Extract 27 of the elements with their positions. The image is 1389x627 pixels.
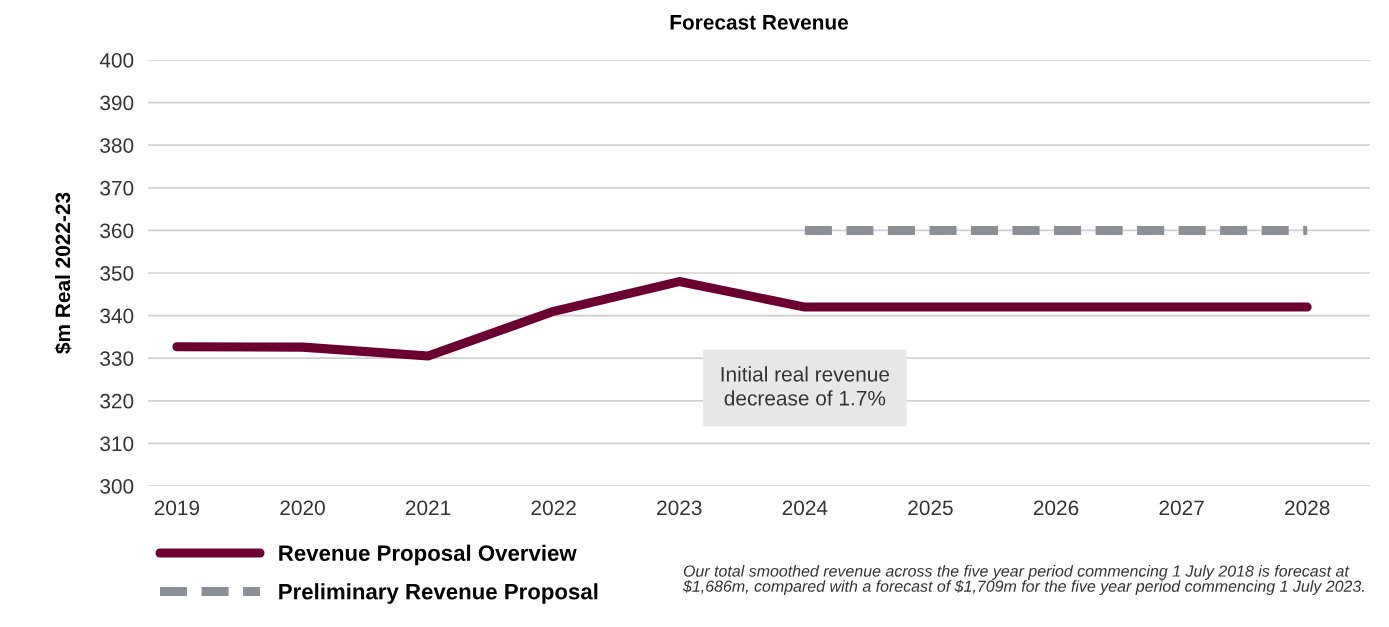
x-tick-label: 2026	[1033, 500, 1079, 516]
y-tick-label: 390	[100, 95, 134, 111]
x-tick-label: 2019	[154, 500, 200, 516]
x-tick-label: 2023	[657, 500, 702, 516]
y-tick-label: 300	[100, 479, 134, 494]
x-tick-label: 2021	[405, 500, 451, 516]
y-tick-label: 340	[100, 308, 134, 324]
legend-label: Preliminary Revenue Proposal	[279, 583, 598, 604]
y-tick-label: 330	[100, 351, 134, 366]
x-tick-label: 2022	[531, 500, 576, 516]
x-tick-label: 2028	[1285, 500, 1330, 516]
y-tick-label: 310	[100, 436, 134, 452]
y-tick-label: 400	[99, 53, 134, 68]
annotation: Initial real revenue decrease of 1.7%	[721, 366, 890, 406]
y-axis-title: $m Real 2022-23	[54, 192, 72, 354]
text: Our total smoothed revenue across the five year period commencing 1 July 2018 is forecast at $1,686m, compared with a forecast of $1,709m for the five year period commencing 1 July 2023.	[682, 565, 1364, 596]
legend-label: Revenue Proposal Overview	[279, 544, 577, 566]
y-tick-label: 350	[100, 266, 134, 281]
x-tick-label: 2027	[1159, 500, 1204, 516]
y-tick-label: 380	[100, 138, 134, 153]
chart-title: Forecast Revenue	[670, 15, 849, 30]
x-tick-label: 2025	[908, 500, 953, 516]
y-tick-label: 360	[100, 223, 134, 239]
x-tick-label: 2020	[280, 500, 325, 516]
y-tick-label: 370	[100, 180, 134, 196]
x-tick-label: 2024	[782, 500, 828, 516]
y-tick-label: 320	[100, 393, 134, 409]
